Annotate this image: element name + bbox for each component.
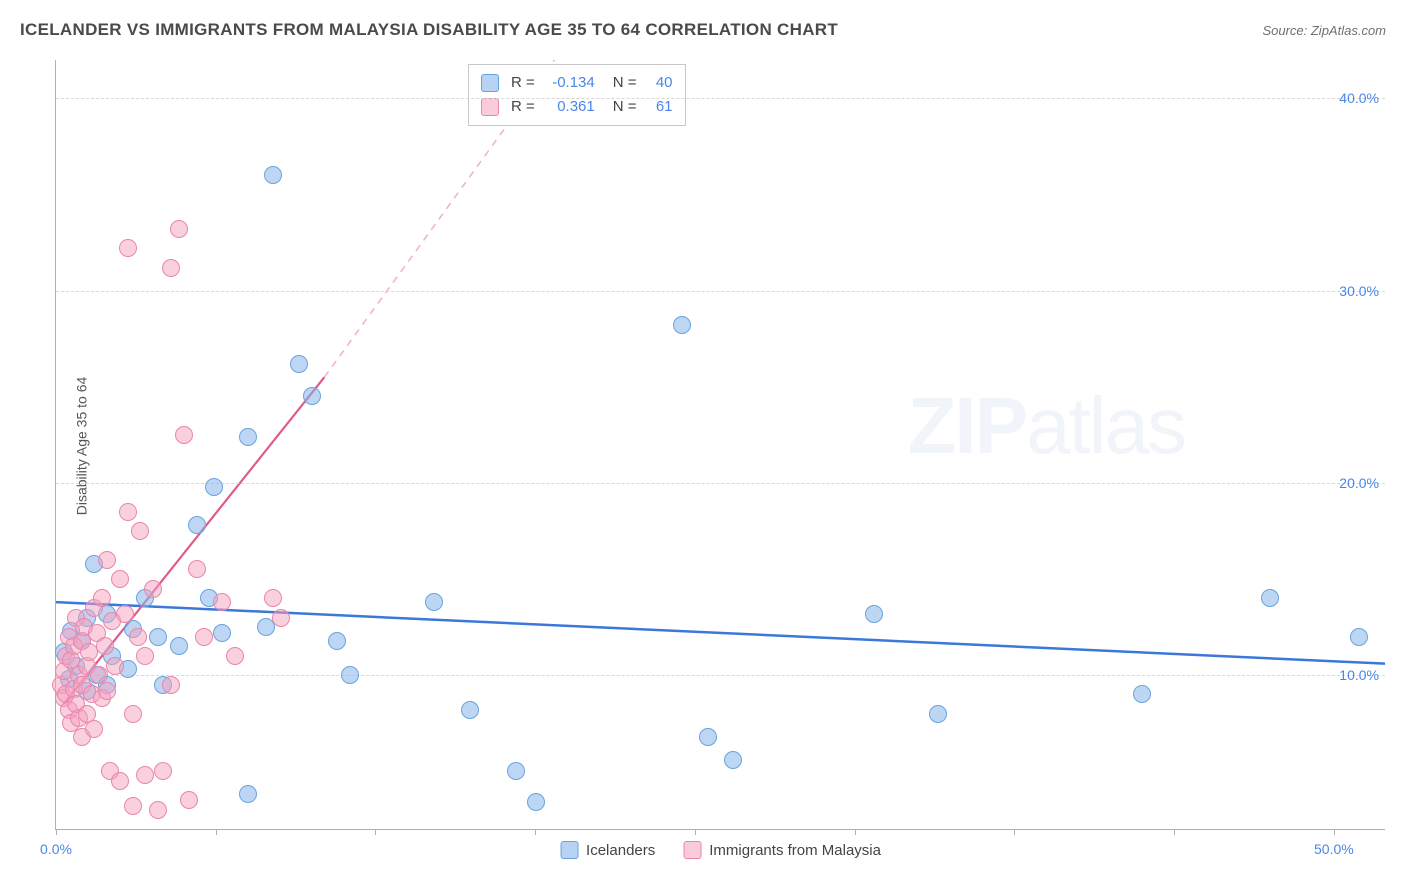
- data-point: [98, 682, 116, 700]
- data-point: [131, 522, 149, 540]
- data-point: [129, 628, 147, 646]
- data-point: [119, 239, 137, 257]
- data-point: [239, 428, 257, 446]
- data-point: [264, 166, 282, 184]
- x-tick: [1334, 829, 1335, 835]
- n-value-blue: 40: [645, 71, 673, 95]
- data-point: [124, 797, 142, 815]
- data-point: [170, 220, 188, 238]
- data-point: [96, 637, 114, 655]
- data-point: [226, 647, 244, 665]
- data-point: [213, 593, 231, 611]
- legend-item-icelanders: Icelanders: [560, 841, 655, 859]
- y-tick-label: 20.0%: [1339, 475, 1379, 491]
- data-point: [699, 728, 717, 746]
- data-point: [144, 580, 162, 598]
- data-point: [527, 793, 545, 811]
- data-point: [93, 589, 111, 607]
- source-label: Source: ZipAtlas.com: [1262, 23, 1386, 38]
- data-point: [290, 355, 308, 373]
- data-point: [239, 785, 257, 803]
- legend-item-malaysia: Immigrants from Malaysia: [683, 841, 881, 859]
- data-point: [149, 801, 167, 819]
- data-point: [328, 632, 346, 650]
- data-point: [98, 551, 116, 569]
- data-point: [272, 609, 290, 627]
- data-point: [175, 426, 193, 444]
- data-point: [136, 647, 154, 665]
- data-point: [162, 676, 180, 694]
- data-point: [1261, 589, 1279, 607]
- legend-label-0: Icelanders: [586, 842, 655, 859]
- x-tick: [855, 829, 856, 835]
- x-tick: [375, 829, 376, 835]
- x-tick: [535, 829, 536, 835]
- data-point: [724, 751, 742, 769]
- data-point: [111, 772, 129, 790]
- data-point: [1133, 685, 1151, 703]
- data-point: [124, 705, 142, 723]
- data-point: [162, 259, 180, 277]
- data-point: [119, 503, 137, 521]
- data-point: [136, 766, 154, 784]
- data-point: [425, 593, 443, 611]
- data-point: [303, 387, 321, 405]
- chart-title: ICELANDER VS IMMIGRANTS FROM MALAYSIA DI…: [20, 20, 838, 40]
- swatch-blue-icon: [481, 74, 499, 92]
- data-point: [264, 589, 282, 607]
- data-point: [205, 478, 223, 496]
- legend-stats-box: R = -0.134 N = 40 R = 0.361 N = 61: [468, 64, 686, 126]
- data-point: [106, 657, 124, 675]
- x-tick-label: 0.0%: [40, 841, 72, 857]
- data-point: [180, 791, 198, 809]
- trend-lines-layer: [56, 60, 1385, 829]
- data-point: [170, 637, 188, 655]
- data-point: [111, 570, 129, 588]
- x-tick: [1174, 829, 1175, 835]
- data-point: [461, 701, 479, 719]
- data-point: [154, 762, 172, 780]
- gridline-h: [56, 98, 1385, 99]
- data-point: [1350, 628, 1368, 646]
- data-point: [341, 666, 359, 684]
- x-tick: [216, 829, 217, 835]
- data-point: [673, 316, 691, 334]
- data-point: [507, 762, 525, 780]
- y-tick-label: 30.0%: [1339, 283, 1379, 299]
- legend-stats-row-blue: R = -0.134 N = 40: [481, 71, 673, 95]
- gridline-h: [56, 675, 1385, 676]
- y-tick-label: 10.0%: [1339, 667, 1379, 683]
- data-point: [865, 605, 883, 623]
- r-value-blue: -0.134: [543, 71, 595, 95]
- data-point: [213, 624, 231, 642]
- data-point: [149, 628, 167, 646]
- data-point: [195, 628, 213, 646]
- legend-bottom: Icelanders Immigrants from Malaysia: [560, 841, 881, 859]
- title-bar: ICELANDER VS IMMIGRANTS FROM MALAYSIA DI…: [20, 20, 1386, 40]
- trend-line: [56, 602, 1385, 664]
- y-tick-label: 40.0%: [1339, 90, 1379, 106]
- swatch-pink-icon: [683, 841, 701, 859]
- x-tick-label: 50.0%: [1314, 841, 1354, 857]
- scatter-plot: ZIPatlas R = -0.134 N = 40 R = 0.361 N =…: [55, 60, 1385, 830]
- data-point: [85, 720, 103, 738]
- gridline-h: [56, 291, 1385, 292]
- legend-label-1: Immigrants from Malaysia: [709, 842, 881, 859]
- data-point: [929, 705, 947, 723]
- gridline-h: [56, 483, 1385, 484]
- swatch-blue-icon: [560, 841, 578, 859]
- data-point: [188, 560, 206, 578]
- x-tick: [56, 829, 57, 835]
- swatch-pink-icon: [481, 98, 499, 116]
- x-tick: [1014, 829, 1015, 835]
- x-tick: [695, 829, 696, 835]
- data-point: [188, 516, 206, 534]
- data-point: [116, 605, 134, 623]
